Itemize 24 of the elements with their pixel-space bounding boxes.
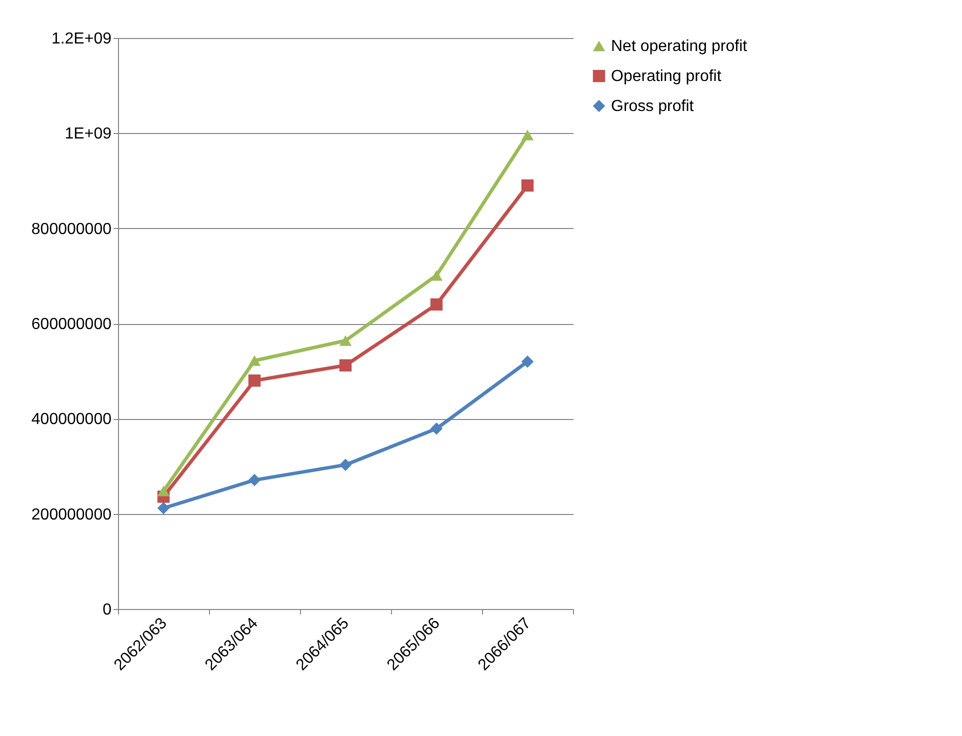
- y-tick-label: 200000000: [31, 506, 112, 524]
- y-tick-label: 600000000: [31, 316, 112, 333]
- point: [521, 355, 534, 368]
- point: [430, 422, 443, 435]
- point: [339, 359, 352, 372]
- legend-label: Gross profit: [611, 98, 694, 115]
- y-tick-label: 0: [102, 602, 112, 618]
- point: [430, 298, 443, 311]
- legend-label: Net operating profit: [611, 38, 748, 55]
- point: [248, 374, 261, 387]
- y-tick-label: 800000000: [31, 220, 112, 238]
- point: [157, 486, 170, 496]
- point: [521, 179, 534, 192]
- point: [339, 458, 352, 471]
- y-tick-label: 1E+09: [64, 126, 112, 143]
- point: [248, 474, 261, 486]
- point: [248, 355, 261, 366]
- y-tick-label: 1.2E+09: [51, 30, 112, 48]
- point: [339, 335, 352, 346]
- y-tick-label: 400000000: [31, 411, 112, 428]
- legend-label: Operating profit: [611, 68, 722, 85]
- point: [157, 502, 170, 514]
- point: [430, 270, 443, 281]
- point: [521, 130, 534, 140]
